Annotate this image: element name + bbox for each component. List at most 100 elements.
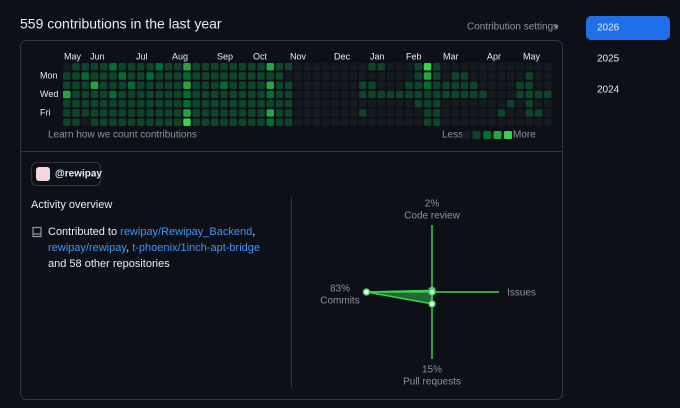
learn-link[interactable]: Learn how we count contributions bbox=[48, 130, 197, 141]
contribution-cell[interactable] bbox=[146, 118, 154, 127]
contribution-cell[interactable] bbox=[100, 100, 108, 108]
contribution-cell[interactable] bbox=[507, 109, 515, 117]
contribution-cell[interactable] bbox=[275, 109, 284, 117]
contribution-cell[interactable] bbox=[396, 100, 404, 108]
contribution-cell[interactable] bbox=[516, 63, 524, 71]
contribution-cell[interactable] bbox=[100, 72, 108, 80]
contribution-cell[interactable] bbox=[174, 118, 182, 127]
contribution-cell[interactable] bbox=[220, 63, 228, 71]
contribution-cell[interactable] bbox=[146, 72, 154, 80]
contribution-cell[interactable] bbox=[322, 100, 330, 108]
contribution-cell[interactable] bbox=[433, 90, 441, 99]
contribution-cell[interactable] bbox=[72, 109, 80, 117]
contribution-cell[interactable] bbox=[544, 118, 552, 127]
contribution-cell[interactable] bbox=[386, 90, 395, 99]
contribution-cell[interactable] bbox=[174, 63, 182, 71]
contribution-cell[interactable] bbox=[340, 63, 349, 71]
contribution-cell[interactable] bbox=[229, 81, 238, 90]
contribution-cell[interactable] bbox=[192, 81, 201, 90]
contribution-cell[interactable] bbox=[174, 72, 182, 80]
contribution-cell[interactable] bbox=[386, 63, 395, 71]
contribution-cell[interactable] bbox=[349, 63, 358, 71]
contribution-cell[interactable] bbox=[470, 100, 478, 108]
contribution-cell[interactable] bbox=[414, 90, 423, 99]
contribution-cell[interactable] bbox=[220, 100, 228, 108]
contribution-cell[interactable] bbox=[405, 63, 413, 71]
contribution-cell[interactable] bbox=[368, 100, 376, 108]
contribution-cell[interactable] bbox=[183, 81, 191, 90]
contribution-cell[interactable] bbox=[359, 90, 367, 99]
contribution-cell[interactable] bbox=[183, 109, 191, 117]
contribution-cell[interactable] bbox=[479, 100, 487, 108]
contribution-cell[interactable] bbox=[460, 90, 469, 99]
contribution-cell[interactable] bbox=[479, 72, 487, 80]
contribution-cell[interactable] bbox=[127, 81, 136, 90]
contribution-cell[interactable] bbox=[155, 72, 164, 80]
contribution-cell[interactable] bbox=[525, 63, 534, 71]
contribution-cell[interactable] bbox=[331, 90, 339, 99]
contribution-cell[interactable] bbox=[368, 72, 376, 80]
contribution-cell[interactable] bbox=[109, 81, 117, 90]
contribution-cell[interactable] bbox=[192, 109, 201, 117]
contribution-cell[interactable] bbox=[109, 63, 117, 71]
contribution-cell[interactable] bbox=[238, 72, 247, 80]
contribution-cell[interactable] bbox=[451, 109, 460, 117]
contribution-cell[interactable] bbox=[414, 118, 423, 127]
contribution-cell[interactable] bbox=[137, 72, 145, 80]
contribution-cell[interactable] bbox=[414, 100, 423, 108]
contribution-cell[interactable] bbox=[229, 109, 238, 117]
contribution-cell[interactable] bbox=[488, 72, 497, 80]
contribution-cell[interactable] bbox=[155, 109, 164, 117]
contribution-cell[interactable] bbox=[525, 72, 534, 80]
contribution-cell[interactable] bbox=[294, 81, 302, 90]
contribution-cell[interactable] bbox=[470, 109, 478, 117]
contribution-cell[interactable] bbox=[507, 100, 515, 108]
contribution-cell[interactable] bbox=[109, 109, 117, 117]
contribution-cell[interactable] bbox=[544, 81, 552, 90]
contribution-cell[interactable] bbox=[442, 72, 450, 80]
contribution-cell[interactable] bbox=[386, 72, 395, 80]
contribution-cell[interactable] bbox=[127, 109, 136, 117]
contribution-cell[interactable] bbox=[359, 118, 367, 127]
contribution-cell[interactable] bbox=[72, 81, 80, 90]
contribution-cell[interactable] bbox=[257, 72, 265, 80]
contribution-cell[interactable] bbox=[312, 63, 321, 71]
contribution-cell[interactable] bbox=[470, 63, 478, 71]
contribution-cell[interactable] bbox=[460, 72, 469, 80]
contribution-cell[interactable] bbox=[423, 72, 432, 80]
contribution-cell[interactable] bbox=[386, 118, 395, 127]
contribution-cell[interactable] bbox=[451, 72, 460, 80]
contribution-cell[interactable] bbox=[423, 81, 432, 90]
contribution-cell[interactable] bbox=[266, 72, 275, 80]
contribution-cell[interactable] bbox=[118, 90, 127, 99]
contribution-cell[interactable] bbox=[359, 81, 367, 90]
contribution-cell[interactable] bbox=[211, 72, 219, 80]
year-button[interactable]: 2026 bbox=[597, 23, 620, 34]
contribution-cell[interactable] bbox=[414, 63, 423, 71]
contribution-cell[interactable] bbox=[396, 63, 404, 71]
contribution-cell[interactable] bbox=[238, 90, 247, 99]
contribution-cell[interactable] bbox=[257, 63, 265, 71]
contribution-cell[interactable] bbox=[433, 100, 441, 108]
contribution-cell[interactable] bbox=[349, 100, 358, 108]
contribution-cell[interactable] bbox=[118, 81, 127, 90]
contribution-cell[interactable] bbox=[118, 118, 127, 127]
contribution-cell[interactable] bbox=[479, 118, 487, 127]
contribution-cell[interactable] bbox=[238, 81, 247, 90]
contribution-cell[interactable] bbox=[164, 72, 173, 80]
contribution-cell[interactable] bbox=[544, 100, 552, 108]
contribution-cell[interactable] bbox=[257, 81, 265, 90]
contribution-cell[interactable] bbox=[433, 72, 441, 80]
contribution-cell[interactable] bbox=[544, 63, 552, 71]
contribution-cell[interactable] bbox=[534, 90, 543, 99]
contribution-cell[interactable] bbox=[285, 72, 293, 80]
contribution-cell[interactable] bbox=[201, 63, 210, 71]
contribution-cell[interactable] bbox=[340, 100, 349, 108]
contribution-cell[interactable] bbox=[72, 100, 80, 108]
contribution-cell[interactable] bbox=[155, 118, 164, 127]
org-name[interactable]: @rewipay bbox=[55, 169, 102, 180]
contribution-cell[interactable] bbox=[405, 118, 413, 127]
contribution-cell[interactable] bbox=[164, 90, 173, 99]
contribution-cell[interactable] bbox=[340, 81, 349, 90]
contribution-cell[interactable] bbox=[211, 100, 219, 108]
